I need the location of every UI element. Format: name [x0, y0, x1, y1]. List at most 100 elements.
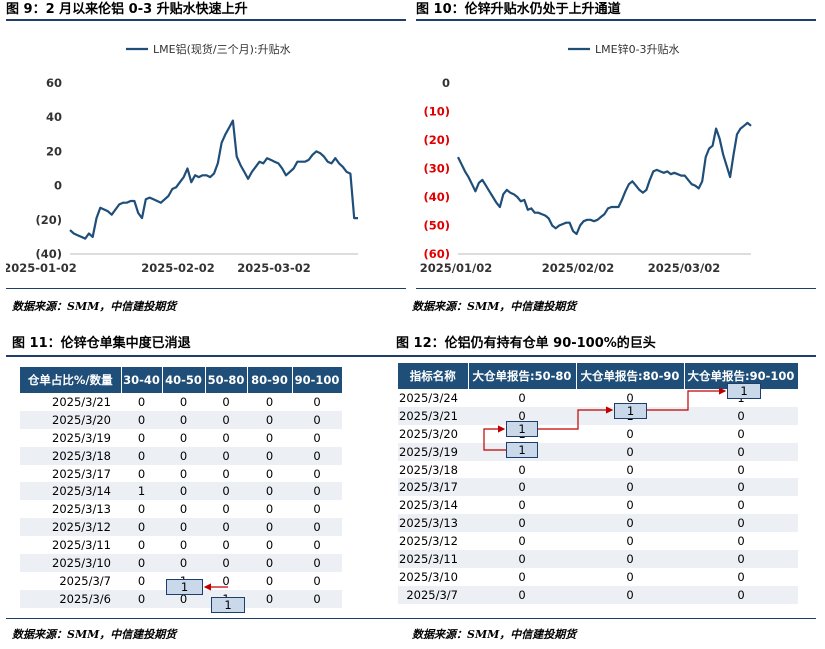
y-tick-label: 40 — [46, 110, 62, 124]
table-row: 2025/3/7 0 0 0 — [398, 585, 798, 604]
y-tick-label: (20) — [35, 213, 62, 227]
row-date: 2025/3/7 — [398, 585, 468, 604]
row-date: 2025/3/21 — [52, 394, 111, 409]
fig12-arrow-2 — [538, 406, 614, 430]
fig12-header-0: 指标名称 — [398, 363, 469, 389]
row-value: 0 — [292, 518, 342, 537]
legend: LME铝(现货/三个月):升贴水 — [126, 42, 291, 56]
row-date: 2025/3/19 — [398, 442, 468, 461]
row-value: 0 — [684, 406, 798, 425]
fig10-title: 图 10：伦锌升贴水仍处于上升通道 — [416, 2, 621, 17]
row-date: 2025/3/18 — [20, 446, 121, 465]
row-value: 0 — [265, 502, 274, 517]
legend-label: LME锌0-3升贴水 — [595, 42, 680, 56]
table-row: 2025/3/12 0 0 0 — [398, 532, 798, 550]
row-value: 0 — [121, 518, 162, 537]
row-value: 0 — [222, 573, 230, 588]
y-tick-label: 60 — [46, 76, 62, 90]
table-row: 2025/3/14 0 0 0 — [398, 496, 798, 514]
row-value: 0 — [179, 502, 188, 517]
row-date: 2025/3/14 — [20, 482, 121, 501]
row-value: 0 — [205, 518, 247, 537]
row-value: 0 — [222, 394, 230, 409]
fig12-header-row: 指标名称 大仓单报告:50-80 大仓单报告:80-90 大仓单报告:90-100 — [398, 363, 799, 389]
row-date: 2025/3/18 — [399, 462, 458, 477]
row-value: 0 — [313, 394, 321, 409]
row-value: 0 — [684, 478, 798, 497]
row-value: 0 — [292, 482, 342, 501]
table-row: 2025/3/17 0 0 0 — [398, 478, 798, 497]
fig11-header-row: 仓单占比%/数量 30-40 40-50 50-80 80-90 90-100 — [20, 367, 343, 393]
row-value: 0 — [162, 518, 205, 537]
row-value: 0 — [265, 430, 274, 445]
row-value: 0 — [222, 430, 230, 445]
table-row: 2025/3/11 0 0 0 — [398, 550, 798, 568]
fig12-arrows — [483, 387, 727, 451]
series-line — [457, 121, 752, 236]
table-row: 2025/3/12 0 0 0 0 0 — [20, 518, 342, 537]
fig12-bottom-rule — [396, 618, 816, 619]
row-value: 0 — [222, 502, 230, 517]
fig11-header-5: 90-100 — [292, 367, 343, 393]
series-line — [69, 119, 358, 240]
row-date: 2025/3/17 — [398, 478, 468, 497]
fig11-table: 仓单占比%/数量 30-40 40-50 50-80 80-90 90-100 2025/… — [20, 367, 343, 608]
fig12-header-2: 大仓单报告:80-90 — [576, 363, 685, 389]
table-row: 2025/3/21 0 0 0 0 0 — [20, 393, 342, 411]
table-row: 2025/3/20 0 0 0 0 0 — [20, 410, 342, 429]
row-value: 0 — [576, 514, 684, 533]
fig9-source: 数据来源：SMM，中信建投期货 — [12, 300, 177, 313]
row-value: 0 — [247, 446, 292, 465]
row-value: 0 — [162, 410, 205, 429]
row-value: 0 — [162, 446, 205, 465]
row-value: 0 — [247, 482, 292, 501]
row-value: 0 — [179, 430, 188, 445]
table-row: 2025/3/19 0 0 0 0 0 — [20, 429, 342, 447]
fig10-chart: LME锌0-3升贴水0(10)(20)(30)(40)(50)(60)2025/… — [420, 42, 752, 275]
row-value: 0 — [468, 478, 576, 497]
row-value: 0 — [518, 534, 526, 549]
row-value: 0 — [179, 394, 188, 409]
row-value: 0 — [162, 482, 205, 501]
fig12-title: 图 12：伦铝仍有持有仓单 90-100%的巨头 — [396, 336, 656, 351]
y-tick-label: (60) — [423, 247, 450, 261]
row-value: 0 — [626, 498, 634, 513]
y-tick-label: (50) — [423, 219, 450, 233]
table-row: 2025/3/17 0 0 0 0 0 — [20, 465, 342, 483]
table-row: 2025/3/18 0 0 0 0 0 — [20, 446, 342, 465]
fig9-bottom-rule — [6, 288, 406, 289]
fig9-top-rule — [6, 19, 406, 21]
row-date: 2025/3/6 — [20, 589, 121, 608]
fig10-top-rule — [416, 19, 816, 21]
table-row: 2025/3/10 0 0 0 — [398, 568, 798, 586]
row-date: 2025/3/13 — [398, 514, 468, 533]
fig11-header-0: 仓单占比%/数量 — [20, 367, 122, 393]
row-value: 0 — [518, 498, 526, 513]
table-row: 2025/3/11 0 0 0 0 0 — [20, 536, 342, 554]
row-value: 0 — [576, 585, 684, 604]
row-value: 0 — [576, 442, 684, 461]
row-value: 0 — [137, 538, 146, 553]
row-value: 0 — [121, 446, 162, 465]
row-date: 2025/3/10 — [20, 554, 121, 572]
row-value: 0 — [247, 518, 292, 537]
table-row: 2025/3/10 0 0 0 0 0 — [20, 554, 342, 572]
row-value: 0 — [518, 462, 526, 477]
fig11-top-rule — [6, 355, 406, 357]
row-value: 0 — [626, 426, 634, 441]
y-tick-label: 20 — [46, 144, 62, 158]
table-row: 2025/3/18 0 0 0 — [398, 461, 798, 479]
fig12-table: 指标名称 大仓单报告:50-80 大仓单报告:80-90 大仓单报告:90-100 2… — [398, 363, 799, 604]
row-value: 0 — [684, 550, 798, 568]
row-date: 2025/3/10 — [399, 569, 458, 584]
row-date: 2025/3/12 — [399, 534, 458, 549]
table-row: 2025/3/13 0 0 0 — [398, 514, 798, 533]
y-tick-label: (30) — [423, 162, 450, 176]
legend-label: LME铝(现货/三个月):升贴水 — [153, 42, 291, 56]
row-value: 0 — [265, 466, 274, 481]
row-value: 0 — [313, 430, 321, 445]
fig11-mark-50-80: 1 — [211, 597, 245, 613]
row-value: 0 — [292, 589, 342, 608]
row-value: 0 — [737, 569, 745, 584]
fig12-table-wrap: 指标名称 大仓单报告:50-80 大仓单报告:80-90 大仓单报告:90-100 2… — [398, 363, 799, 604]
